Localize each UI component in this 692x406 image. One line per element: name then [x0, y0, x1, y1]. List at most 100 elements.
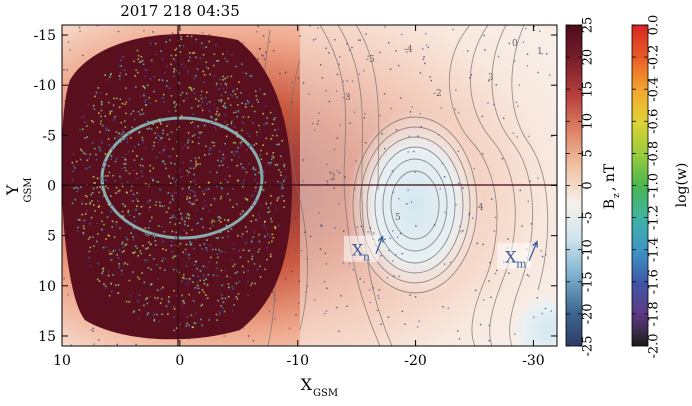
- particle-dot: [299, 35, 301, 37]
- particle-dot: [251, 239, 253, 242]
- particle-dot: [182, 300, 184, 303]
- x-tick-label: -30: [522, 353, 545, 369]
- particle-dot: [80, 148, 82, 151]
- particle-dot: [401, 252, 403, 255]
- particle-dot: [142, 165, 144, 167]
- particle-dot: [125, 101, 128, 104]
- y-axis-label: Y GSM: [3, 177, 34, 202]
- particle-dot: [128, 279, 131, 282]
- particle-dot: [187, 146, 189, 149]
- particle-dot: [114, 137, 116, 140]
- contour-label: -5: [366, 55, 375, 65]
- particle-dot: [165, 167, 167, 170]
- particle-dot: [528, 275, 530, 277]
- y-axis-label-sub: GSM: [23, 177, 34, 202]
- particle-dot: [118, 266, 120, 269]
- particle-dot: [457, 150, 460, 153]
- particle-dot: [160, 50, 162, 53]
- particle-dot: [255, 219, 257, 221]
- particle-dot: [159, 121, 162, 123]
- particle-dot: [221, 164, 224, 166]
- particle-dot: [242, 210, 244, 212]
- particle-dot: [193, 133, 196, 136]
- particle-dot: [217, 216, 220, 219]
- particle-dot: [118, 75, 121, 77]
- particle-dot: [193, 77, 196, 80]
- particle-dot: [135, 208, 137, 211]
- particle-dot: [185, 232, 188, 235]
- particle-dot: [169, 201, 171, 204]
- particle-dot: [414, 296, 417, 298]
- particle-dot: [144, 247, 147, 249]
- particle-dot: [209, 171, 212, 173]
- particle-dot: [205, 189, 208, 191]
- particle-dot: [202, 226, 204, 229]
- particle-dot: [125, 73, 127, 76]
- particle-dot: [232, 265, 235, 268]
- particle-dot: [271, 155, 274, 157]
- particle-dot: [117, 284, 120, 286]
- particle-dot: [438, 134, 440, 136]
- particle-dot: [449, 261, 452, 263]
- particle-dot: [140, 252, 142, 255]
- particle-dot: [113, 236, 116, 238]
- particle-dot: [349, 49, 351, 51]
- particle-dot: [207, 67, 210, 70]
- particle-dot: [142, 141, 144, 144]
- particle-dot: [187, 281, 190, 283]
- particle-dot: [325, 90, 327, 92]
- particle-dot: [233, 303, 236, 306]
- particle-dot: [205, 66, 208, 68]
- particle-dot: [150, 283, 153, 285]
- annotation-sub: n: [363, 251, 370, 264]
- particle-dot: [285, 175, 288, 178]
- particle-dot: [262, 35, 265, 37]
- particle-dot: [295, 148, 297, 151]
- w-colorbar-label: log(w): [674, 163, 690, 208]
- particle-dot: [392, 230, 394, 232]
- particle-dot: [91, 200, 93, 202]
- particle-dot: [222, 53, 224, 55]
- particle-dot: [192, 274, 195, 277]
- particle-dot: [367, 231, 369, 233]
- particle-dot: [211, 224, 214, 227]
- particle-dot: [156, 297, 159, 299]
- particle-dot: [208, 34, 211, 36]
- particle-dot: [147, 201, 149, 203]
- particle-dot: [117, 139, 119, 142]
- particle-dot: [147, 120, 149, 123]
- particle-dot: [236, 96, 238, 99]
- particle-dot: [237, 234, 239, 237]
- particle-dot: [133, 60, 135, 63]
- particle-dot: [101, 272, 103, 275]
- particle-dot: [101, 220, 103, 223]
- particle-dot: [84, 153, 87, 155]
- particle-dot: [248, 145, 251, 147]
- particle-dot: [81, 202, 84, 205]
- particle-dot: [387, 316, 390, 318]
- particle-dot: [548, 74, 551, 76]
- particle-dot: [212, 274, 215, 277]
- particle-dot: [119, 176, 122, 179]
- particle-dot: [176, 128, 178, 131]
- particle-dot: [260, 204, 262, 206]
- particle-dot: [125, 236, 128, 239]
- particle-dot: [487, 102, 489, 104]
- annotation-arrowhead: [377, 235, 384, 243]
- particle-dot: [92, 327, 94, 330]
- particle-dot: [81, 150, 84, 152]
- particle-dot: [157, 225, 160, 227]
- particle-dot: [172, 177, 174, 180]
- particle-dot: [170, 244, 173, 247]
- particle-dot: [173, 244, 176, 247]
- particle-dot: [358, 73, 360, 75]
- particle-dot: [192, 113, 194, 115]
- particle-dot: [395, 254, 397, 256]
- particle-dot: [252, 168, 255, 171]
- particle-dot: [173, 289, 175, 292]
- particle-dot: [143, 94, 145, 97]
- particle-dot: [92, 330, 94, 332]
- particle-dot: [135, 69, 137, 71]
- particle-dot: [100, 211, 103, 214]
- particle-dot: [515, 101, 518, 103]
